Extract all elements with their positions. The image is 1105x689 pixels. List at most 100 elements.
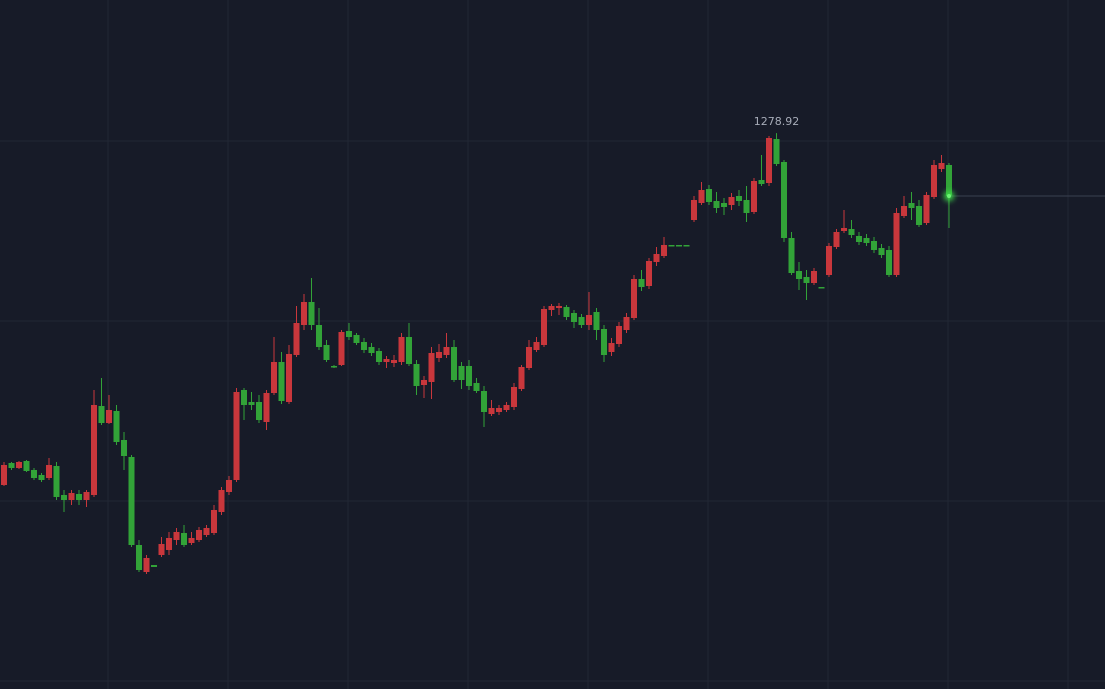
candle-body	[946, 165, 952, 196]
candle-body	[743, 200, 750, 213]
candle-body	[683, 245, 690, 247]
candle-body	[803, 277, 810, 283]
last-price-dot	[947, 194, 951, 198]
candle-body	[166, 538, 172, 550]
candle-body	[668, 245, 675, 247]
candle-body	[241, 390, 247, 405]
candle-body	[188, 538, 195, 543]
candle-body	[841, 228, 847, 231]
candle-body	[331, 366, 337, 368]
candle-body	[661, 245, 667, 256]
candle-body	[271, 362, 277, 393]
candle-body	[758, 180, 765, 184]
candle-body	[593, 312, 600, 330]
candle-body	[226, 480, 232, 492]
candle-body	[616, 326, 622, 344]
candle-body	[421, 380, 427, 385]
candle-body	[256, 402, 262, 420]
candle-body	[196, 530, 202, 540]
candle-body	[646, 261, 652, 286]
candle-body	[473, 383, 480, 391]
candle-body	[698, 190, 705, 203]
candle-body	[53, 466, 60, 497]
candle-body	[413, 364, 420, 386]
candle-body	[106, 410, 112, 423]
candle-body	[38, 475, 45, 480]
candle-body	[571, 313, 577, 322]
candle-body	[316, 325, 322, 347]
candle-body	[113, 411, 120, 442]
candle-body	[68, 493, 75, 500]
candle-body	[901, 206, 907, 216]
candle-body	[391, 360, 397, 363]
candle-body	[301, 302, 307, 325]
candle-body	[8, 463, 15, 468]
candle-body	[526, 347, 532, 368]
candle-body	[676, 245, 682, 247]
candle-body	[23, 461, 30, 471]
candle-body	[556, 306, 562, 308]
candle-body	[916, 206, 922, 225]
candle-body	[721, 203, 727, 207]
candle-body	[466, 366, 472, 386]
candle-body	[338, 332, 345, 365]
candle-body	[383, 359, 390, 362]
candle-body	[856, 236, 862, 242]
candle-body	[631, 279, 637, 318]
candle-body	[826, 246, 832, 275]
candle-body	[796, 271, 802, 279]
candle-body	[181, 533, 187, 545]
candle-body	[278, 362, 285, 401]
candle-body	[121, 440, 127, 456]
candle-body	[931, 165, 937, 197]
candle-body	[488, 408, 495, 414]
candle-body	[31, 470, 37, 478]
candle-body	[368, 347, 375, 353]
candle-body	[151, 565, 157, 567]
candle-body	[938, 163, 945, 169]
candle-body	[781, 162, 787, 238]
candle-body	[436, 352, 442, 358]
candle-body	[541, 309, 547, 345]
candle-body	[766, 138, 772, 183]
candle-body	[518, 367, 525, 389]
candle-body	[46, 465, 52, 478]
max-annotation: 1278.92	[754, 115, 800, 128]
candle-body	[76, 494, 82, 500]
candle-body	[638, 279, 645, 287]
candle-body	[893, 213, 900, 275]
candle-body	[61, 495, 67, 500]
candle-body	[361, 342, 367, 350]
candle-body	[833, 232, 840, 247]
candle-body	[263, 393, 270, 422]
candle-body	[496, 408, 502, 412]
candle-body	[818, 287, 825, 289]
candle-body	[323, 345, 330, 360]
candle-body	[878, 248, 885, 255]
candle-body	[691, 200, 697, 220]
candle-body	[533, 342, 540, 350]
candle-body	[863, 238, 870, 243]
candle-body	[308, 302, 315, 325]
candle-body	[1, 465, 7, 485]
candle-body	[98, 406, 105, 423]
candle-body	[548, 306, 555, 310]
candle-body	[451, 347, 457, 380]
candle-body	[158, 544, 165, 555]
candle-body	[91, 405, 97, 495]
candle-body	[848, 229, 855, 235]
candle-body	[203, 528, 210, 535]
candle-body	[128, 457, 135, 545]
candle-body	[563, 307, 570, 317]
candle-body	[713, 201, 720, 208]
candle-body	[653, 254, 660, 262]
candle-body	[406, 337, 412, 364]
candle-body	[83, 492, 90, 500]
candle-body	[428, 353, 435, 382]
candle-body	[376, 351, 382, 362]
candle-body	[623, 317, 630, 330]
candle-body	[923, 195, 930, 223]
candle-body	[871, 241, 877, 250]
candle-body	[886, 250, 892, 275]
